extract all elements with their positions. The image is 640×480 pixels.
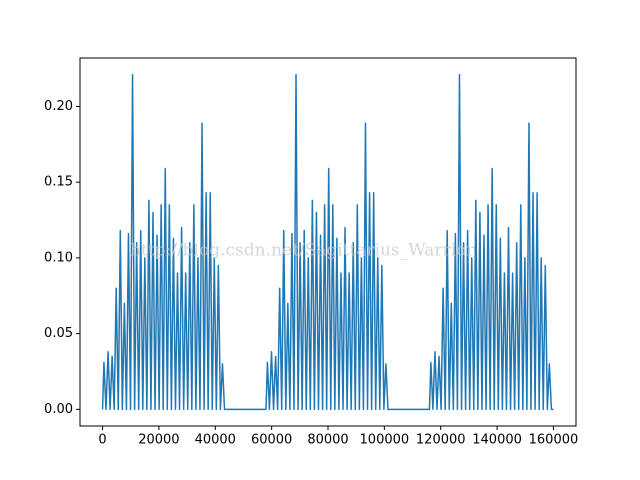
y-tick-label: 0.10 [44,250,73,265]
x-tick-label: 140000 [472,433,522,448]
x-tick-label: 160000 [529,433,579,448]
data-line [101,73,554,411]
y-tick-label: 0.05 [44,326,73,341]
y-tick-label: 0.20 [44,99,73,114]
watermark: http://blog.csdn.net/Sagittarius_Warrior [130,241,475,261]
y-tick-label: 0.00 [44,402,73,417]
y-tick-label: 0.15 [44,175,73,190]
x-tick-label: 60000 [251,433,292,448]
x-tick-label: 100000 [360,433,410,448]
x-tick-label: 120000 [416,433,466,448]
x-tick-label: 80000 [307,433,348,448]
x-tick-label: 0 [98,433,106,448]
x-tick-label: 40000 [195,433,236,448]
x-tick-label: 20000 [138,433,179,448]
